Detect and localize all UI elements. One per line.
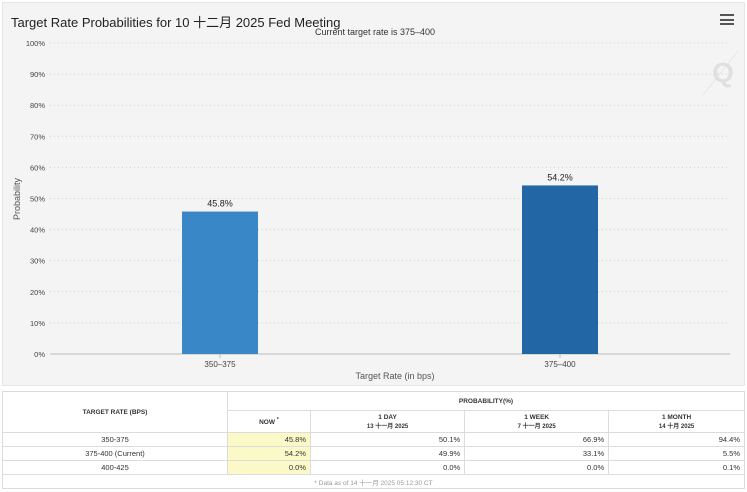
row-1week: 66.9%: [464, 432, 610, 447]
hamburger-menu-icon[interactable]: [720, 14, 734, 25]
x-tick-label: 375–400: [544, 360, 576, 369]
header-1week-date: 7 十一月 2025: [517, 423, 556, 430]
y-tick-label: 70%: [30, 132, 45, 141]
header-1week: 1 WEEK 7 十一月 2025: [464, 410, 610, 433]
chart-panel: Target Rate Probabilities for 10 十二月 202…: [2, 2, 745, 386]
header-probability: PROBABILITY(%): [227, 391, 745, 411]
header-1month: 1 MONTH 14 十月 2025: [608, 410, 745, 433]
row-1month: 94.4%: [608, 432, 745, 447]
table-row: 350-375 45.8% 50.1% 66.9% 94.4%: [2, 432, 745, 447]
y-tick-label: 30%: [30, 257, 45, 266]
row-1month: 5.5%: [608, 446, 745, 461]
bar-chart: Current target rate is 375–400 Q 0% 10% 20…: [12, 27, 739, 381]
row-now: 45.8%: [227, 432, 311, 447]
row-rate: 375-400 (Current): [2, 446, 228, 461]
header-1month-date: 14 十月 2025: [658, 423, 695, 430]
chart-subtitle: Current target rate is 375–400: [315, 27, 435, 37]
y-tick-label: 90%: [30, 70, 45, 79]
y-tick-label: 60%: [30, 163, 45, 172]
row-1day: 49.9%: [309, 446, 466, 461]
y-tick-label: 100%: [26, 39, 46, 48]
header-1month-label: 1 MONTH: [661, 413, 692, 421]
data-label: 54.2%: [547, 172, 573, 182]
table-footnote: * Data as of 14 十一月 2025 05:12:30 CT: [2, 474, 745, 489]
table-row: 400-425 0.0% 0.0% 0.0% 0.1%: [2, 460, 745, 475]
header-target-rate: TARGET RATE (BPS): [2, 391, 228, 433]
y-tick-label: 80%: [30, 101, 45, 110]
row-rate: 400-425: [2, 460, 228, 475]
header-1week-label: 1 WEEK: [524, 413, 550, 421]
row-1day: 50.1%: [309, 432, 466, 447]
x-axis-title: Target Rate (in bps): [355, 371, 434, 381]
header-1day-date: 13 十一月 2025: [366, 423, 409, 430]
y-tick-label: 40%: [30, 226, 45, 235]
y-tick-label: 10%: [30, 319, 45, 328]
watermark-text: Q: [712, 57, 734, 88]
row-rate: 350-375: [2, 432, 228, 447]
header-now: NOW *: [227, 410, 311, 433]
x-tick-label: 350–375: [204, 360, 236, 369]
chart-title: Target Rate Probabilities for 10 十二月 202…: [11, 15, 341, 30]
header-now-label: NOW: [259, 419, 275, 427]
quandl-q-logo-icon: Q: [702, 50, 739, 96]
row-1week: 33.1%: [464, 446, 610, 461]
row-1month: 0.1%: [608, 460, 745, 475]
bar: [182, 211, 258, 354]
table-row: 375-400 (Current) 54.2% 49.9% 33.1% 5.5%: [2, 446, 745, 461]
y-axis-title: Probability: [12, 177, 22, 220]
y-tick-label: 20%: [30, 288, 45, 297]
row-now: 0.0%: [227, 460, 311, 475]
y-tick-label: 50%: [30, 195, 45, 204]
probability-table-wrap: TARGET RATE (BPS) PROBABILITY(%) NOW * 1…: [2, 391, 745, 489]
row-1day: 0.0%: [309, 460, 466, 475]
y-tick-label: 0%: [34, 350, 45, 359]
header-now-mark: *: [276, 416, 279, 423]
header-1day: 1 DAY 13 十一月 2025: [309, 410, 466, 433]
row-1week: 0.0%: [464, 460, 610, 475]
bar: [522, 185, 598, 354]
row-now: 54.2%: [227, 446, 311, 461]
probability-table: TARGET RATE (BPS) PROBABILITY(%) NOW * 1…: [2, 391, 745, 489]
data-label: 45.8%: [207, 199, 233, 209]
header-1day-label: 1 DAY: [378, 413, 397, 421]
